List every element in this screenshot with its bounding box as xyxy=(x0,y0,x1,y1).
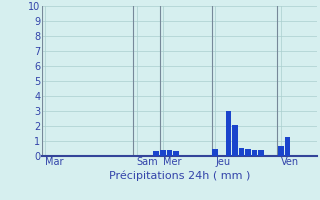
Bar xyxy=(167,150,172,156)
Bar xyxy=(226,111,231,156)
Bar xyxy=(160,150,166,156)
Bar xyxy=(278,146,284,156)
X-axis label: Précipitations 24h ( mm ): Précipitations 24h ( mm ) xyxy=(108,170,250,181)
Bar xyxy=(212,148,218,156)
Bar xyxy=(252,150,257,156)
Bar xyxy=(284,137,290,156)
Bar xyxy=(258,150,264,156)
Bar xyxy=(154,151,159,156)
Bar xyxy=(239,148,244,156)
Bar xyxy=(232,124,238,156)
Bar xyxy=(173,151,179,156)
Bar xyxy=(245,149,251,156)
